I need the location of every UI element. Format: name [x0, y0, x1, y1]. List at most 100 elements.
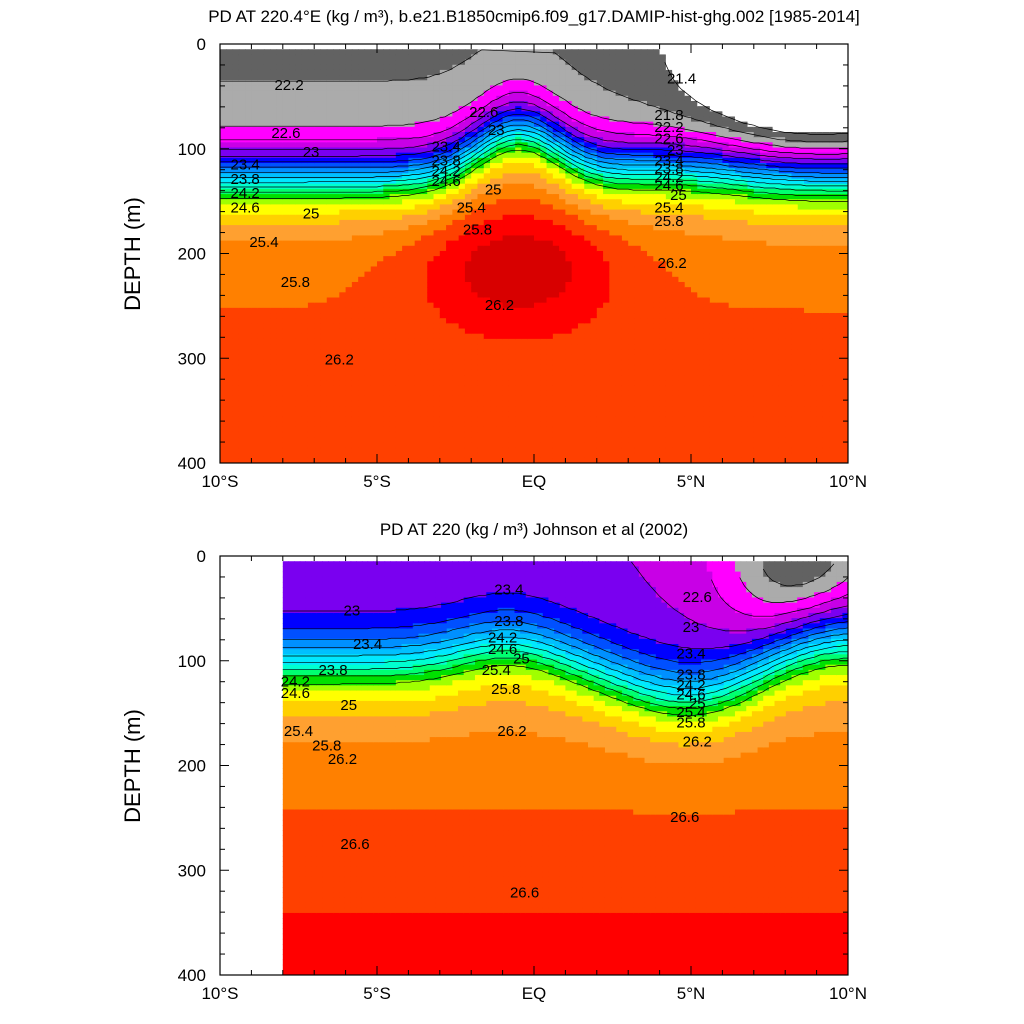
density-cell: [552, 64, 560, 71]
density-cell: [571, 49, 579, 56]
density-cell: [540, 364, 548, 371]
density-cell: [496, 214, 504, 221]
density-cell: [220, 452, 227, 459]
density-cell: [546, 292, 554, 299]
density-cell: [483, 287, 491, 293]
density-cell: [301, 266, 309, 273]
density-cell: [490, 173, 497, 180]
density-cell: [496, 137, 504, 143]
density-cell: [245, 116, 252, 123]
density-cell: [232, 375, 240, 381]
density-cell: [270, 437, 278, 443]
density-cell: [590, 437, 598, 443]
density-cell: [295, 131, 303, 138]
density-cell: [257, 292, 265, 299]
density-cell: [433, 457, 441, 463]
density-cell: [351, 204, 359, 211]
density-cell: [433, 313, 441, 319]
density-cell: [565, 442, 573, 449]
density-cell: [245, 442, 252, 449]
density-cell: [596, 245, 604, 252]
density-cell: [540, 437, 548, 443]
density-cell: [402, 49, 409, 56]
density-cell: [508, 116, 516, 123]
density-cell: [232, 204, 240, 211]
density-cell: [232, 163, 240, 169]
density-cell: [351, 90, 359, 97]
density-cell: [490, 447, 497, 454]
density-cell: [590, 75, 598, 81]
density-cell: [577, 333, 585, 340]
density-cell: [439, 421, 447, 428]
density-cell: [226, 225, 234, 231]
density-cell: [552, 49, 560, 56]
density-cell: [458, 323, 466, 330]
density-cell: [490, 59, 497, 66]
density-cell: [238, 90, 246, 97]
density-cell: [395, 385, 403, 392]
density-cell: [464, 364, 472, 371]
density-cell: [270, 199, 278, 205]
density-cell: [546, 240, 554, 247]
density-cell: [408, 75, 416, 81]
density-cell: [502, 359, 510, 366]
density-cell: [458, 364, 466, 371]
density-cell: [377, 406, 384, 412]
density-cell: [546, 69, 554, 76]
density-cell: [515, 95, 523, 102]
density-cell: [546, 59, 554, 66]
density-cell: [414, 318, 422, 324]
density-cell: [414, 235, 422, 242]
density-cell: [276, 95, 284, 102]
density-cell: [471, 349, 479, 355]
density-cell: [314, 209, 322, 216]
density-cell: [263, 281, 271, 288]
density-cell: [238, 395, 246, 402]
density-cell: [552, 199, 560, 205]
density-cell: [226, 90, 234, 97]
density-cell: [464, 442, 472, 449]
density-cell: [377, 85, 384, 92]
density-cell: [496, 261, 504, 268]
density-cell: [502, 287, 510, 293]
density-cell: [314, 240, 322, 247]
density-cell: [358, 297, 366, 304]
density-cell: [345, 250, 353, 257]
density-cell: [433, 328, 441, 335]
density-cell: [490, 318, 497, 324]
density-cell: [515, 194, 523, 200]
density-cell: [534, 328, 541, 335]
density-cell: [245, 250, 252, 257]
density-cell: [402, 106, 409, 112]
density-cell: [452, 281, 460, 288]
density-cell: [320, 214, 328, 221]
density-cell: [496, 364, 504, 371]
density-cell: [496, 411, 504, 418]
density-cell: [351, 147, 359, 154]
density-cell: [251, 426, 259, 433]
density-cell: [433, 147, 441, 154]
density-cell: [289, 245, 296, 252]
density-cell: [307, 235, 315, 242]
density-cell: [502, 245, 510, 252]
density-cell: [446, 349, 453, 355]
density-cell: [345, 333, 353, 340]
density-cell: [245, 106, 252, 112]
density-cell: [546, 302, 554, 309]
density-cell: [257, 261, 265, 268]
density-cell: [232, 380, 240, 387]
density-cell: [232, 338, 240, 345]
density-cell: [439, 354, 447, 361]
density-cell: [364, 100, 372, 107]
density-cell: [282, 116, 290, 123]
density-cell: [377, 59, 384, 66]
density-cell: [320, 447, 328, 454]
density-cell: [439, 313, 447, 319]
density-cell: [307, 271, 315, 278]
density-cell: [596, 235, 604, 242]
density-cell: [326, 240, 334, 247]
density-cell: [565, 245, 573, 252]
density-cell: [402, 250, 409, 257]
density-cell: [408, 209, 416, 216]
density-cell: [559, 390, 566, 397]
